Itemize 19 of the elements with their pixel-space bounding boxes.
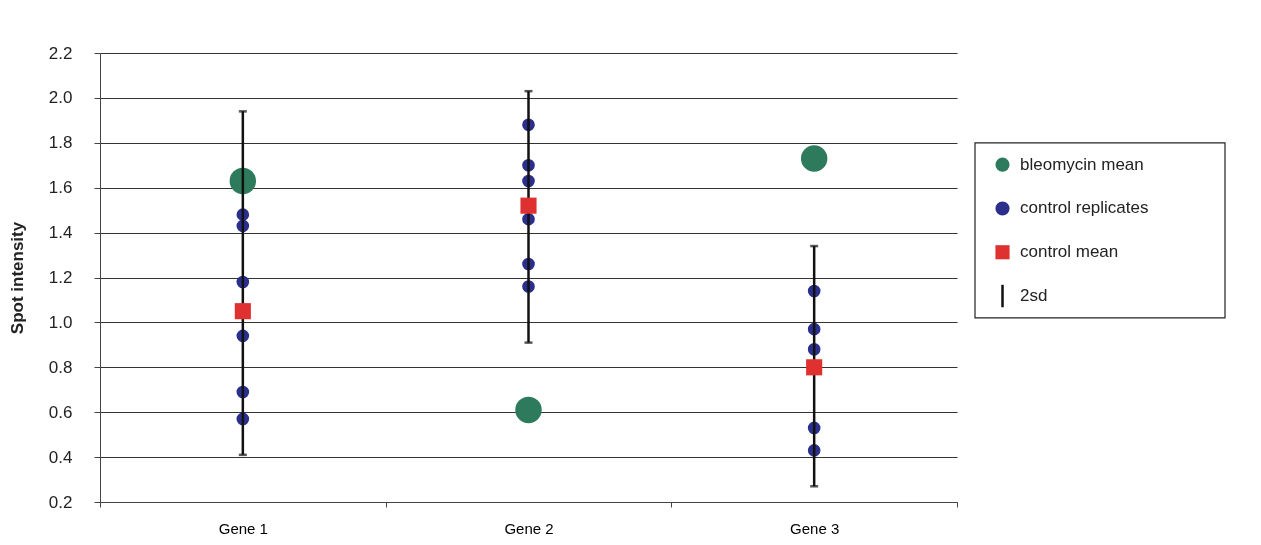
y-tick-label: 0.2: [48, 492, 73, 512]
y-tick-label: 1.0: [48, 312, 73, 332]
legend-label: bleomycin mean: [1020, 154, 1144, 174]
legend-label: control replicates: [1020, 198, 1149, 218]
x-tick-label: Gene 1: [218, 519, 268, 537]
legend-label: control mean: [1020, 242, 1119, 262]
x-tick-label: Gene 2: [504, 519, 554, 537]
y-tick-label: 0.6: [48, 402, 73, 422]
y-axis-title: Spot intensity: [7, 221, 27, 335]
text: 2sd: [1020, 286, 1048, 306]
x-tick-label: Gene 3: [790, 519, 840, 537]
y-tick-label: 1.4: [48, 223, 73, 243]
y-tick-label: 0.8: [48, 357, 73, 377]
y-tick-label: 2.2: [48, 43, 73, 63]
y-tick-label: 0.4: [48, 447, 73, 467]
y-tick-label: 1.8: [48, 133, 73, 153]
y-tick-label: 1.2: [48, 268, 73, 287]
y-tick-label: 1.6: [48, 178, 73, 198]
y-tick-label: 2.0: [48, 88, 73, 108]
